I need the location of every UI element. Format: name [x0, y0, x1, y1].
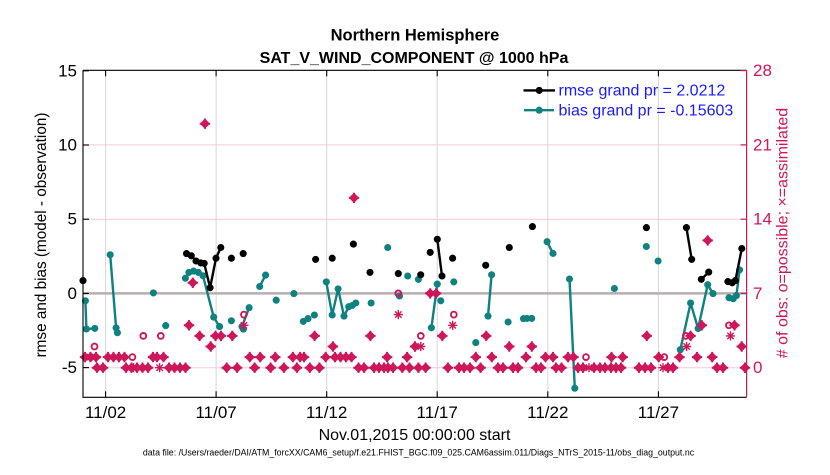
svg-text:5: 5	[68, 210, 77, 229]
svg-text:14: 14	[753, 210, 772, 229]
svg-text:11/12: 11/12	[306, 403, 347, 422]
svg-text:rmse grand pr = 2.0212: rmse grand pr = 2.0212	[559, 83, 726, 100]
svg-text:7: 7	[753, 284, 762, 303]
svg-text:0: 0	[753, 358, 762, 377]
svg-text:11/27: 11/27	[638, 403, 679, 422]
svg-text:# of obs: o=possible; ×=assimi: # of obs: o=possible; ×=assimilated	[775, 108, 792, 358]
svg-text:15: 15	[58, 61, 77, 80]
svg-text:10: 10	[58, 136, 77, 155]
svg-text:21: 21	[753, 135, 772, 154]
svg-text:Nov.01,2015 00:00:00 start: Nov.01,2015 00:00:00 start	[319, 427, 511, 444]
svg-text:11/02: 11/02	[85, 403, 126, 422]
svg-text:SAT_V_WIND_COMPONENT @ 1000 hP: SAT_V_WIND_COMPONENT @ 1000 hPa	[260, 50, 569, 67]
svg-text:11/17: 11/17	[417, 403, 458, 422]
svg-text:11/22: 11/22	[527, 403, 568, 422]
svg-text:bias grand pr = -0.15603: bias grand pr = -0.15603	[559, 102, 734, 119]
svg-text:rmse and bias (model - observa: rmse and bias (model - observation)	[33, 113, 50, 358]
svg-text:11/07: 11/07	[195, 403, 236, 422]
svg-text:-5: -5	[62, 358, 77, 377]
svg-text:28: 28	[753, 61, 772, 80]
svg-text:Northern Hemisphere: Northern Hemisphere	[331, 27, 500, 45]
svg-text:data file: /Users/raeder/DAI/A: data file: /Users/raeder/DAI/ATM_forcXX/…	[143, 448, 695, 458]
svg-text:0: 0	[68, 284, 77, 303]
